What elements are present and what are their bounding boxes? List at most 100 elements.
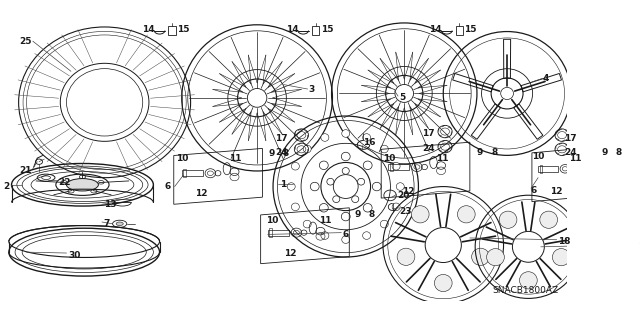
- Ellipse shape: [552, 249, 570, 266]
- Text: 11: 11: [436, 154, 449, 163]
- Text: 12: 12: [550, 187, 562, 197]
- Ellipse shape: [342, 236, 349, 243]
- Ellipse shape: [321, 134, 329, 141]
- Text: 11: 11: [569, 154, 582, 163]
- Text: 10: 10: [532, 152, 544, 161]
- Text: 12: 12: [284, 249, 296, 257]
- Text: 13: 13: [104, 200, 116, 209]
- Bar: [182, 170, 203, 176]
- Ellipse shape: [319, 161, 328, 170]
- Text: 18: 18: [559, 237, 571, 246]
- Ellipse shape: [319, 204, 328, 212]
- Bar: [268, 230, 289, 236]
- Text: 6: 6: [164, 182, 170, 191]
- Ellipse shape: [67, 179, 99, 191]
- Text: 19: 19: [638, 242, 640, 251]
- Text: 6: 6: [530, 186, 536, 195]
- Ellipse shape: [472, 248, 490, 265]
- Text: 9: 9: [477, 148, 483, 157]
- Text: 1: 1: [280, 180, 286, 189]
- Ellipse shape: [486, 249, 504, 266]
- Ellipse shape: [412, 206, 429, 223]
- Text: 3: 3: [308, 85, 315, 93]
- Ellipse shape: [380, 145, 388, 153]
- Ellipse shape: [303, 220, 311, 228]
- Bar: [388, 164, 410, 170]
- Ellipse shape: [363, 232, 371, 239]
- Text: 24: 24: [422, 144, 435, 153]
- Ellipse shape: [364, 204, 372, 212]
- Text: 11: 11: [319, 216, 332, 225]
- Ellipse shape: [287, 183, 295, 190]
- Bar: [538, 166, 558, 172]
- Text: 17: 17: [275, 134, 287, 143]
- Ellipse shape: [540, 211, 557, 228]
- Ellipse shape: [327, 178, 334, 185]
- Text: 24: 24: [275, 148, 287, 157]
- Ellipse shape: [341, 212, 350, 221]
- Text: 15: 15: [463, 25, 476, 34]
- Text: 21: 21: [19, 166, 32, 175]
- Bar: [456, 26, 463, 35]
- Bar: [312, 26, 319, 35]
- Bar: [183, 169, 186, 177]
- Text: 30: 30: [68, 251, 81, 260]
- Text: 14: 14: [286, 25, 299, 34]
- Text: 10: 10: [383, 154, 396, 163]
- Ellipse shape: [363, 134, 371, 141]
- Text: 8: 8: [369, 211, 375, 219]
- Text: 9: 9: [601, 148, 607, 157]
- Text: 10: 10: [266, 216, 278, 225]
- Text: 16: 16: [364, 138, 376, 147]
- Bar: [168, 26, 175, 35]
- Text: 4: 4: [543, 74, 549, 83]
- Text: 2: 2: [4, 182, 10, 191]
- Ellipse shape: [396, 183, 404, 190]
- Ellipse shape: [358, 178, 365, 185]
- Text: 22: 22: [58, 178, 71, 187]
- Ellipse shape: [321, 232, 329, 239]
- Text: 8: 8: [283, 149, 289, 158]
- Ellipse shape: [116, 222, 124, 226]
- Ellipse shape: [303, 145, 311, 153]
- Ellipse shape: [435, 274, 452, 292]
- Ellipse shape: [380, 220, 388, 228]
- Text: 17: 17: [564, 134, 577, 143]
- Text: 9: 9: [269, 149, 275, 158]
- Ellipse shape: [364, 161, 372, 170]
- Text: 9: 9: [355, 211, 361, 219]
- Text: 20: 20: [397, 191, 410, 200]
- Ellipse shape: [397, 248, 415, 265]
- Bar: [540, 165, 542, 173]
- Text: 11: 11: [228, 154, 241, 163]
- Bar: [390, 163, 393, 171]
- Ellipse shape: [392, 203, 400, 211]
- Ellipse shape: [342, 130, 349, 137]
- Text: 7: 7: [104, 219, 110, 228]
- Text: 14: 14: [429, 25, 442, 34]
- Bar: [269, 228, 272, 237]
- Ellipse shape: [310, 182, 319, 191]
- Text: 24: 24: [564, 148, 577, 157]
- Text: 15: 15: [321, 25, 333, 34]
- Text: 10: 10: [175, 154, 188, 163]
- Ellipse shape: [291, 203, 300, 211]
- Text: 8: 8: [491, 148, 497, 157]
- Text: SNACB1800AZ: SNACB1800AZ: [492, 286, 559, 295]
- Text: 6: 6: [342, 230, 348, 239]
- Text: 12: 12: [403, 187, 415, 197]
- Text: 15: 15: [177, 25, 190, 34]
- Ellipse shape: [458, 206, 475, 223]
- Ellipse shape: [291, 162, 300, 170]
- Ellipse shape: [342, 167, 349, 174]
- Text: 25: 25: [19, 37, 32, 46]
- Text: 8: 8: [615, 148, 621, 157]
- Ellipse shape: [341, 152, 350, 161]
- Text: 23: 23: [399, 207, 412, 216]
- Ellipse shape: [520, 272, 537, 289]
- Text: 12: 12: [195, 189, 207, 198]
- Ellipse shape: [352, 196, 359, 203]
- Text: 5: 5: [399, 93, 405, 102]
- Ellipse shape: [333, 196, 340, 203]
- Ellipse shape: [372, 182, 381, 191]
